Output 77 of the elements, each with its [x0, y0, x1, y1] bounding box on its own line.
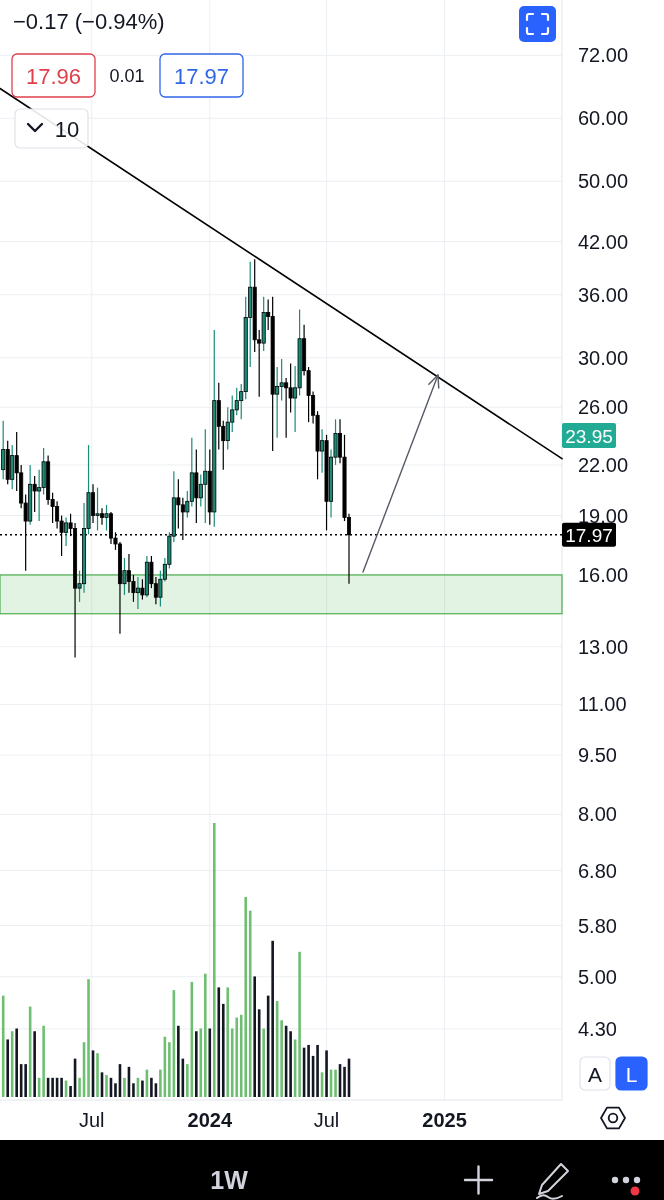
- bar: [168, 1042, 171, 1097]
- bar: [78, 1077, 81, 1097]
- bar: [114, 1083, 117, 1097]
- annotation: 17.97: [173, 63, 230, 88]
- bar: [1, 995, 5, 1097]
- y-tick-label: 50.00: [578, 170, 629, 193]
- bar: [253, 976, 256, 1097]
- bar: [343, 1066, 346, 1097]
- y-tick-label: 4.30: [578, 1017, 617, 1040]
- text: A: [587, 1062, 603, 1085]
- bar: [280, 1020, 283, 1097]
- y-tick-label: 5.80: [578, 914, 617, 937]
- bar: [177, 1025, 180, 1097]
- y-tick-label: 19.00: [578, 504, 629, 527]
- y-tick-label: 30.00: [578, 346, 629, 369]
- annotation: 17.96: [25, 63, 82, 88]
- bar: [217, 987, 221, 1097]
- candlestick: [225, 406, 230, 451]
- candlestick: [1, 420, 6, 480]
- bar: [42, 1025, 45, 1097]
- y-tick-label: 72.00: [578, 44, 629, 67]
- bar: [51, 1077, 54, 1097]
- bar: [226, 987, 230, 1097]
- annotation: 0.01: [109, 66, 145, 86]
- bar: [244, 896, 248, 1097]
- y-tick-label: 26.00: [578, 396, 629, 419]
- x-tick-label: 2024: [187, 1109, 233, 1131]
- bar: [195, 1031, 198, 1097]
- bar: [186, 1064, 189, 1097]
- bar: [204, 973, 207, 1097]
- y-tick-label: 11.00: [578, 693, 627, 716]
- bar: [33, 1031, 36, 1097]
- text: L: [625, 1062, 638, 1085]
- y-tick-label: 5.00: [578, 965, 617, 988]
- x-tick-label: Jul: [78, 1109, 105, 1131]
- bar: [235, 1017, 239, 1097]
- y-tick-label: 42.00: [578, 230, 629, 253]
- bar: [150, 1077, 153, 1097]
- x-tick-label: Jul: [313, 1109, 340, 1131]
- bar: [289, 1031, 292, 1097]
- bar: [15, 1028, 18, 1097]
- y-tick-label: 8.00: [578, 803, 617, 826]
- bar: [132, 1083, 135, 1097]
- y-tick-label: 22.00: [578, 453, 629, 476]
- bar: [271, 940, 274, 1097]
- bar: [6, 1039, 9, 1097]
- y-tick-label: 60.00: [578, 107, 629, 130]
- y-tick-label: 6.80: [578, 859, 617, 882]
- bar: [69, 1086, 72, 1097]
- annotation: 10: [54, 116, 80, 141]
- bar: [87, 979, 90, 1097]
- x-tick-label: 2025: [422, 1109, 467, 1131]
- y-tick-label: 16.00: [578, 563, 629, 586]
- bar: [141, 1080, 144, 1097]
- bar: [105, 1075, 108, 1097]
- candlestick: [203, 428, 208, 524]
- bar: [24, 1064, 27, 1097]
- bar: [212, 823, 216, 1097]
- bar: [325, 1050, 328, 1097]
- bar: [96, 1053, 99, 1097]
- bar: [221, 1003, 225, 1097]
- y-tick-label: 9.50: [578, 744, 617, 767]
- bar: [262, 1028, 265, 1097]
- bar: [123, 1077, 126, 1097]
- y-tick-label: 36.00: [578, 283, 629, 306]
- candlestick: [95, 487, 100, 532]
- bar: [307, 1044, 310, 1097]
- bar: [316, 1044, 319, 1097]
- annotation: −0.17 (−0.94%): [13, 8, 165, 34]
- bar: [208, 1028, 212, 1097]
- bar: [159, 1069, 162, 1097]
- text: 1W: [210, 1166, 249, 1194]
- bar: [298, 951, 301, 1097]
- y-tick-label: 13.00: [578, 635, 629, 658]
- bar: [248, 910, 252, 1097]
- bar: [334, 1069, 337, 1097]
- bar: [60, 1077, 63, 1097]
